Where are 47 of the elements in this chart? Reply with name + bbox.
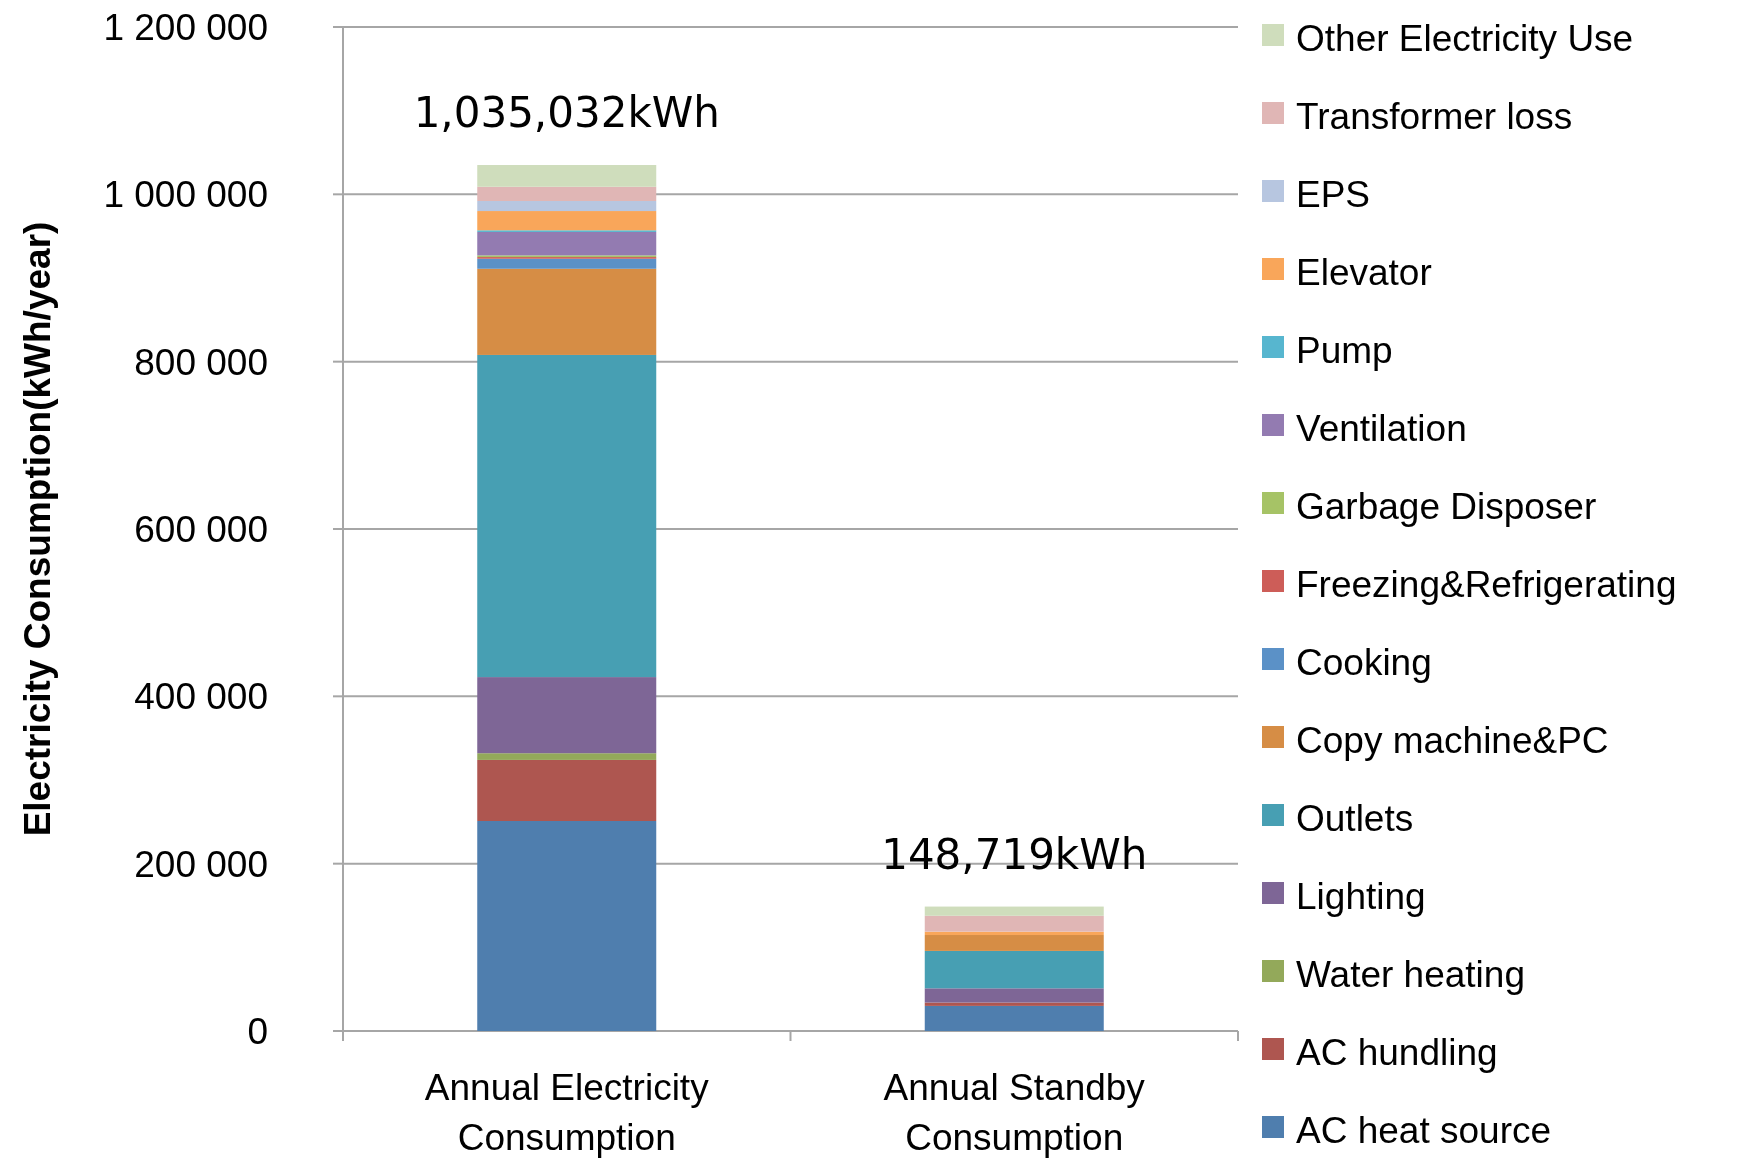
bar bbox=[477, 821, 657, 1031]
legend-label: Water heating bbox=[1296, 953, 1525, 995]
bar bbox=[924, 988, 1104, 1003]
legend-label: AC heat source bbox=[1296, 1109, 1552, 1151]
x-tick-label: Annual Standby Consumption bbox=[883, 1067, 1146, 1158]
legend-label: Outlets bbox=[1296, 797, 1414, 839]
bar bbox=[477, 354, 657, 678]
y-tick-label: 0 bbox=[247, 1010, 268, 1052]
legend-label: Pump bbox=[1296, 329, 1393, 371]
legend-label: Elevator bbox=[1296, 251, 1432, 293]
y-tick-label: 1 200 000 bbox=[103, 6, 268, 48]
legend-label: Lighting bbox=[1296, 875, 1426, 917]
bar bbox=[477, 186, 657, 201]
legend-label: Other Electricity Use bbox=[1296, 17, 1634, 59]
bar bbox=[477, 211, 657, 231]
bar bbox=[477, 201, 657, 212]
legend-label: EPS bbox=[1296, 173, 1371, 215]
legend-label: Transformer loss bbox=[1296, 95, 1573, 137]
y-tick-label: 800 000 bbox=[134, 341, 268, 383]
bar bbox=[924, 1002, 1104, 1006]
bar bbox=[477, 268, 657, 355]
y-tick-label: 600 000 bbox=[134, 508, 268, 550]
bar bbox=[477, 165, 657, 187]
bar bbox=[924, 950, 1104, 989]
total-label: 148,719kWh bbox=[881, 829, 1148, 879]
total-label: 1,035,032kWh bbox=[413, 88, 720, 138]
bar bbox=[477, 231, 657, 256]
legend-label: Cooking bbox=[1296, 641, 1432, 683]
y-tick-label: 400 000 bbox=[134, 676, 268, 718]
legend-label: Garbage Disposer bbox=[1296, 485, 1597, 527]
bar bbox=[924, 931, 1104, 936]
x-tick-label: Annual Electricity Consumption bbox=[424, 1067, 710, 1158]
bar bbox=[477, 677, 657, 754]
bar bbox=[924, 1005, 1104, 1031]
bar bbox=[924, 935, 1104, 951]
legend-label: Freezing&Refrigerating bbox=[1296, 563, 1677, 605]
legend-label: Copy machine&PC bbox=[1296, 719, 1609, 761]
legend-label: Ventilation bbox=[1296, 407, 1467, 449]
y-tick-label: 200 000 bbox=[134, 843, 268, 885]
bar bbox=[924, 915, 1104, 932]
y-tick-label: 1 000 000 bbox=[103, 174, 268, 216]
bar bbox=[477, 759, 657, 821]
y-axis-title: Electricity Consumption(kWh/year) bbox=[17, 221, 58, 837]
bar bbox=[924, 906, 1104, 916]
bar bbox=[477, 753, 657, 760]
legend-label: AC hundling bbox=[1296, 1031, 1498, 1073]
bar bbox=[477, 258, 657, 269]
